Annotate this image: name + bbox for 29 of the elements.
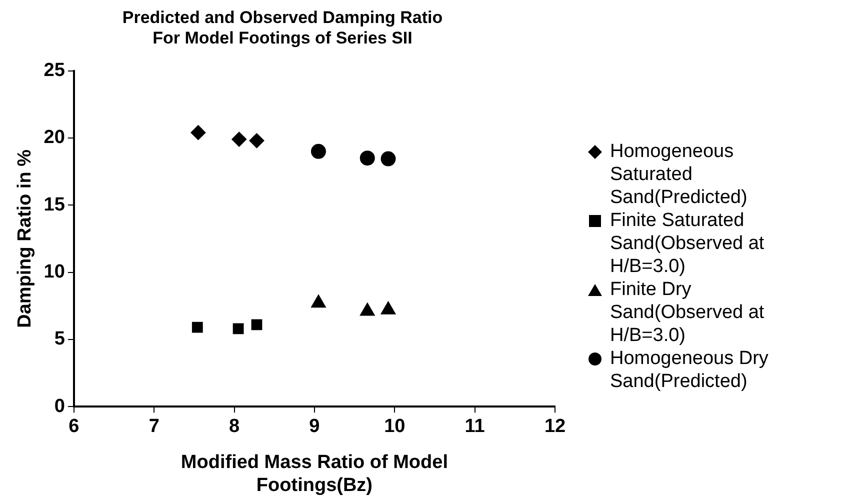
x-tick-label: 12 [544,416,566,438]
point [232,323,244,334]
legend-label: Finite Dry Sand(Observed at H/B=3.0) [610,278,766,347]
y-tick-label: 10 [44,262,65,283]
point [380,151,396,166]
x-axis-title: Modified Mass Ratio of Model Footings(Bz) [180,452,448,496]
y-axis-title: Damping Ratio in % [14,149,36,328]
x-tick-label: 10 [384,416,406,438]
point [192,322,203,333]
legend-label: Homogeneous Dry Sand(Predicted) [610,347,770,393]
y-tick-label: 5 [54,328,66,350]
legend-label: Finite Saturated Sand(Observed at H/B=3.0) [610,209,766,278]
x-tick-label: 8 [229,416,240,438]
point [310,144,326,159]
point [232,132,247,147]
x-tick-label: 7 [148,416,160,438]
point [251,319,262,330]
y-tick-label: 25 [44,60,66,82]
x-tick-label: 11 [464,416,486,438]
y-tick-label: 20 [44,127,65,148]
point [360,150,375,166]
chart-title: Predicted and Observed Damping Ratio For Model Footings of Series SII [122,8,443,48]
point [249,133,264,148]
y-tick-label: 15 [44,194,66,216]
y-tick-label: 0 [54,396,65,417]
legend-label: Homogeneous Saturated Sand(Predicted) [610,140,748,209]
point [190,125,206,140]
x-tick-label: 6 [68,416,80,438]
x-tick-label: 9 [309,416,320,438]
